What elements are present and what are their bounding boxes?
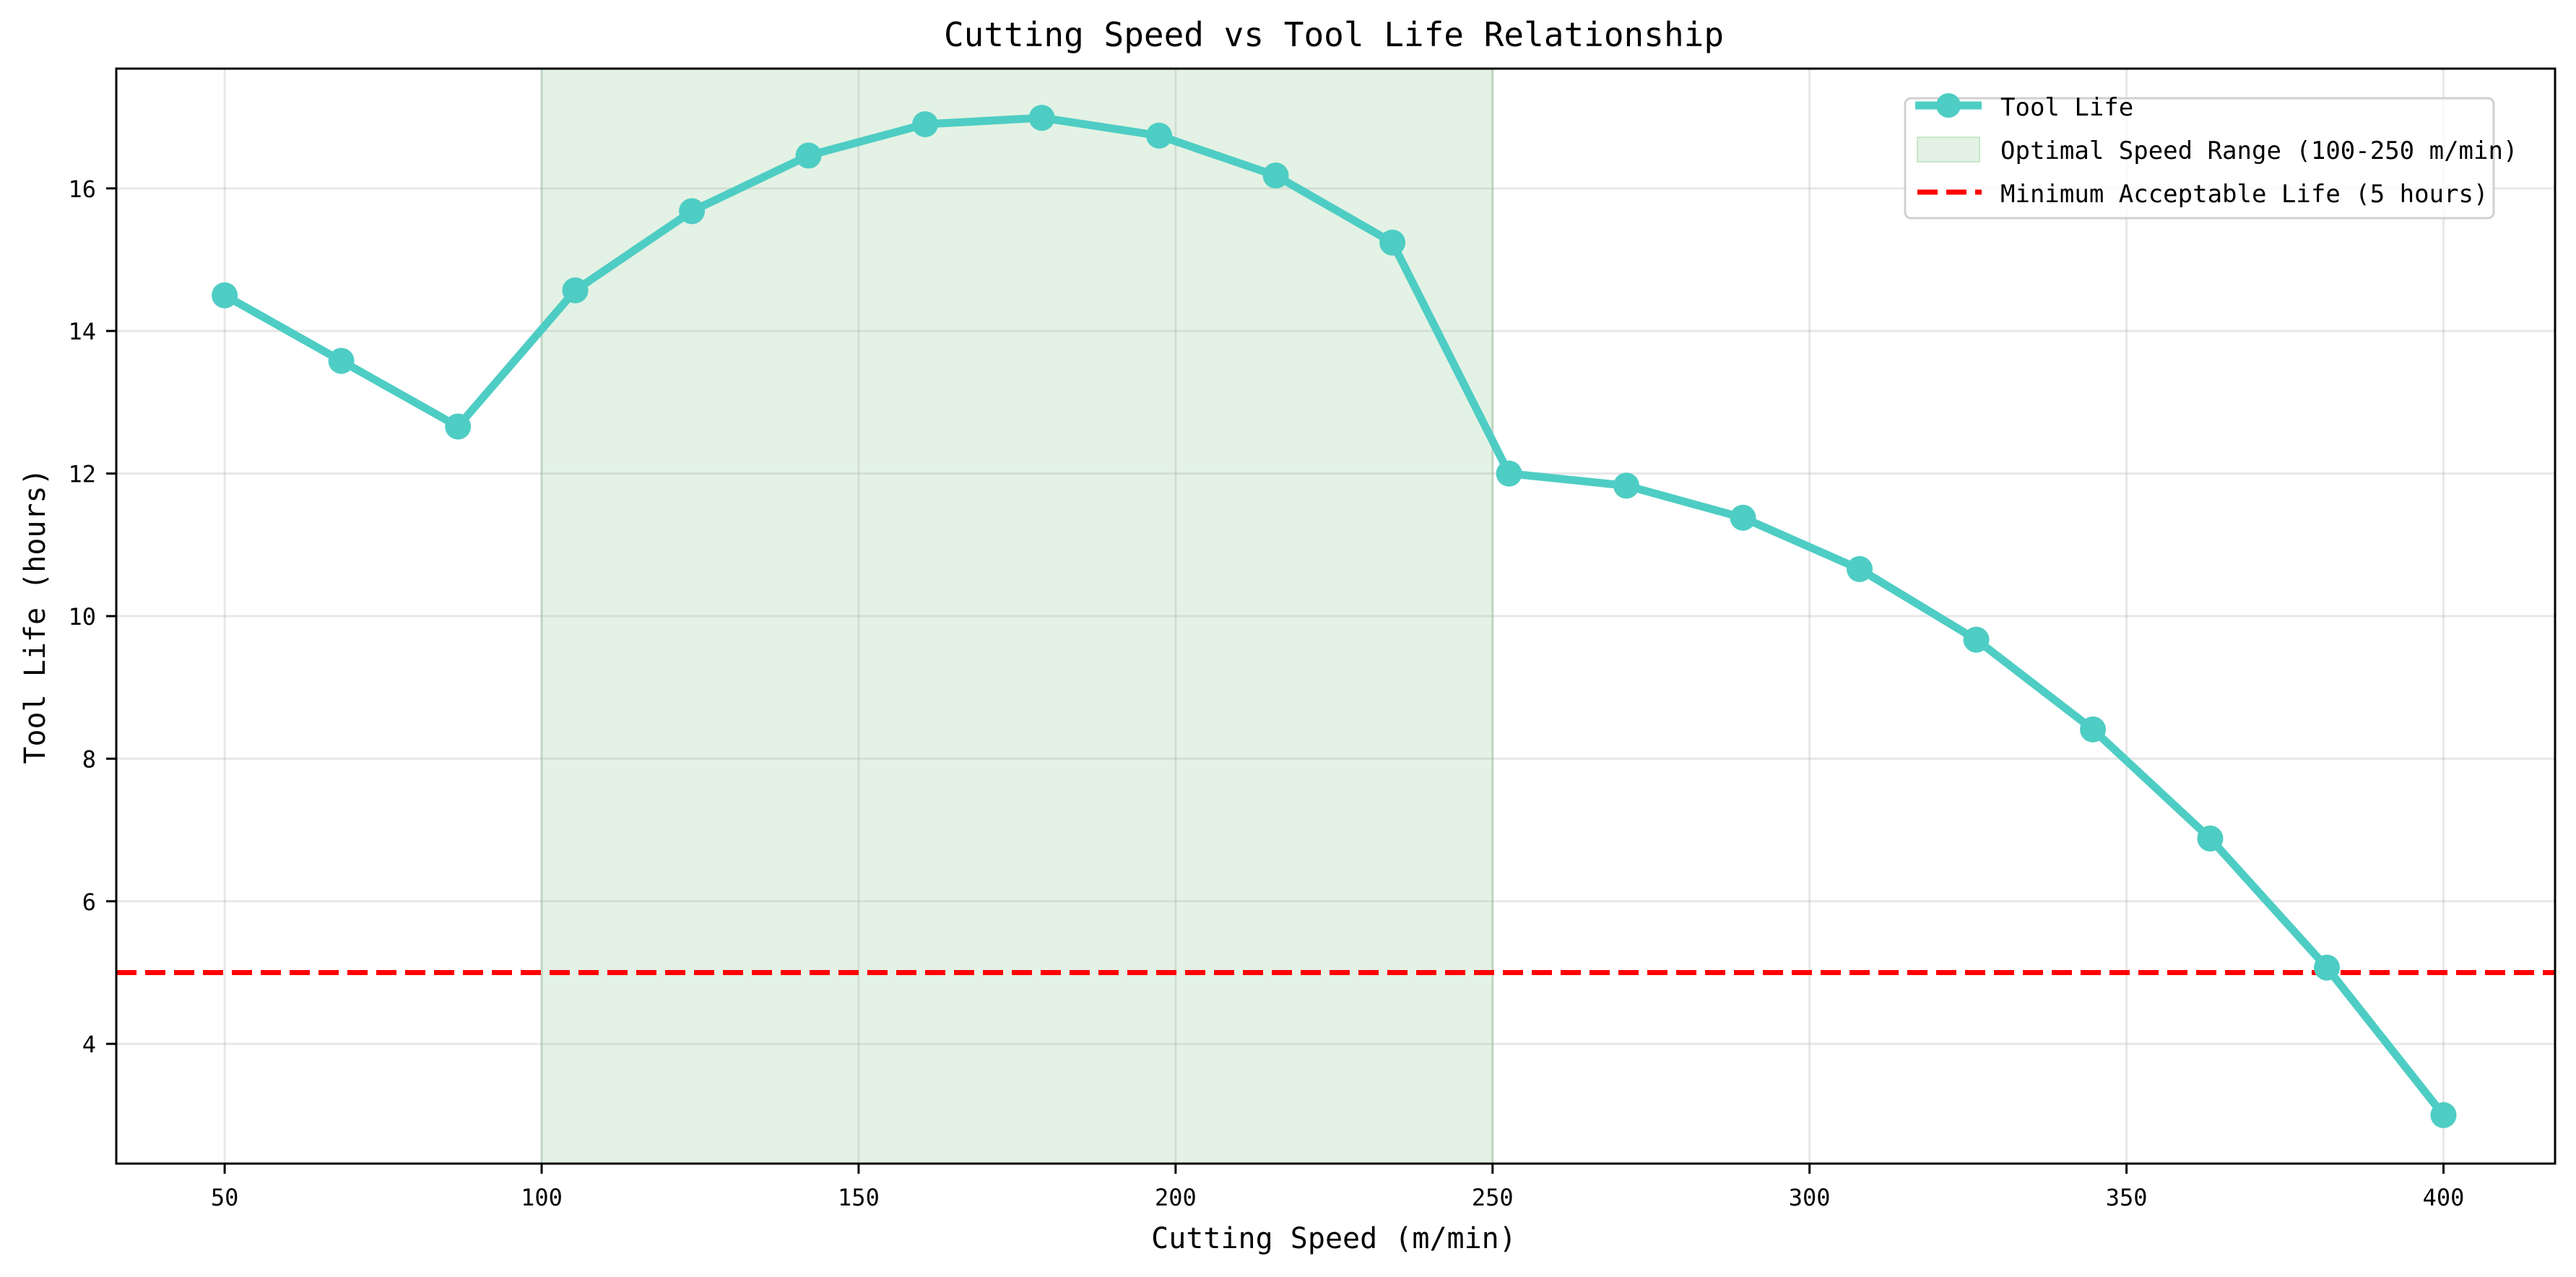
y-tick-label: 8: [82, 745, 96, 773]
grid-lines: [116, 69, 2555, 1164]
data-point-marker: [328, 347, 355, 374]
data-point-marker: [1262, 163, 1289, 189]
tool-life-line: [222, 113, 2447, 1118]
x-axis-label: Cutting Speed (m/min): [1151, 1222, 1517, 1255]
y-tick-label: 14: [68, 318, 96, 345]
x-tick-label: 50: [211, 1184, 239, 1211]
y-tick-label: 16: [68, 176, 96, 203]
data-point-marker: [1379, 229, 1406, 256]
y-tick-label: 12: [68, 461, 96, 488]
legend-item-minimum-life: Minimum Acceptable Life (5 hours): [1917, 180, 2489, 209]
legend-label: Tool Life: [2000, 93, 2133, 122]
legend-marker-icon: [1936, 93, 1961, 118]
data-point-marker: [2430, 1101, 2457, 1128]
data-point-marker: [679, 198, 706, 225]
optimal-range-band: [542, 69, 1493, 1164]
data-point-marker: [445, 413, 472, 440]
data-point-marker: [2313, 954, 2340, 981]
x-tick-label: 350: [2106, 1184, 2148, 1211]
data-point-marker: [1613, 472, 1639, 499]
y-axis-ticks: 4 6 8 10 12 14 16: [68, 176, 116, 1058]
data-point-marker: [795, 142, 822, 169]
data-point-marker: [1847, 555, 1873, 582]
legend: Tool Life Optimal Speed Range (100-250 m…: [1904, 93, 2518, 220]
data-point-marker: [562, 277, 589, 303]
x-tick-label: 300: [1789, 1184, 1831, 1211]
y-axis-label: Tool Life (hours): [19, 468, 52, 763]
data-point-marker: [1496, 460, 1522, 487]
data-point-marker: [1963, 626, 1990, 653]
plot-area: [115, 67, 2557, 1165]
data-point-marker: [1146, 122, 1173, 149]
legend-frame: [1904, 97, 2495, 220]
optimal-speed-span: [540, 69, 1494, 1164]
data-point-marker: [212, 282, 238, 308]
chart-title: Cutting Speed vs Tool Life Relationship: [944, 15, 1724, 54]
data-point-marker: [1028, 105, 1055, 131]
x-tick-label: 200: [1155, 1184, 1197, 1211]
y-tick-label: 6: [82, 888, 96, 916]
x-tick-label: 400: [2423, 1184, 2465, 1211]
legend-label: Minimum Acceptable Life (5 hours): [2000, 180, 2489, 209]
x-tick-label: 250: [1472, 1184, 1514, 1211]
y-tick-label: 10: [68, 603, 96, 631]
x-tick-label: 100: [521, 1184, 563, 1211]
legend-label: Optimal Speed Range (100-250 m/min): [2000, 137, 2518, 165]
tool-life-series: [212, 105, 2457, 1128]
legend-span-swatch-icon: [1917, 137, 1980, 163]
x-tick-label: 150: [838, 1184, 880, 1211]
data-point-marker: [912, 111, 939, 137]
legend-item-tool-life: Tool Life: [1915, 93, 2133, 122]
data-point-marker: [1730, 504, 1756, 531]
y-tick-label: 4: [82, 1031, 96, 1058]
legend-item-optimal-range: Optimal Speed Range (100-250 m/min): [1917, 137, 2518, 165]
x-axis-ticks: 50 100 150 200 250 300 350 400: [211, 1164, 2465, 1211]
data-point-marker: [2197, 825, 2224, 852]
data-point-marker: [2080, 716, 2107, 743]
